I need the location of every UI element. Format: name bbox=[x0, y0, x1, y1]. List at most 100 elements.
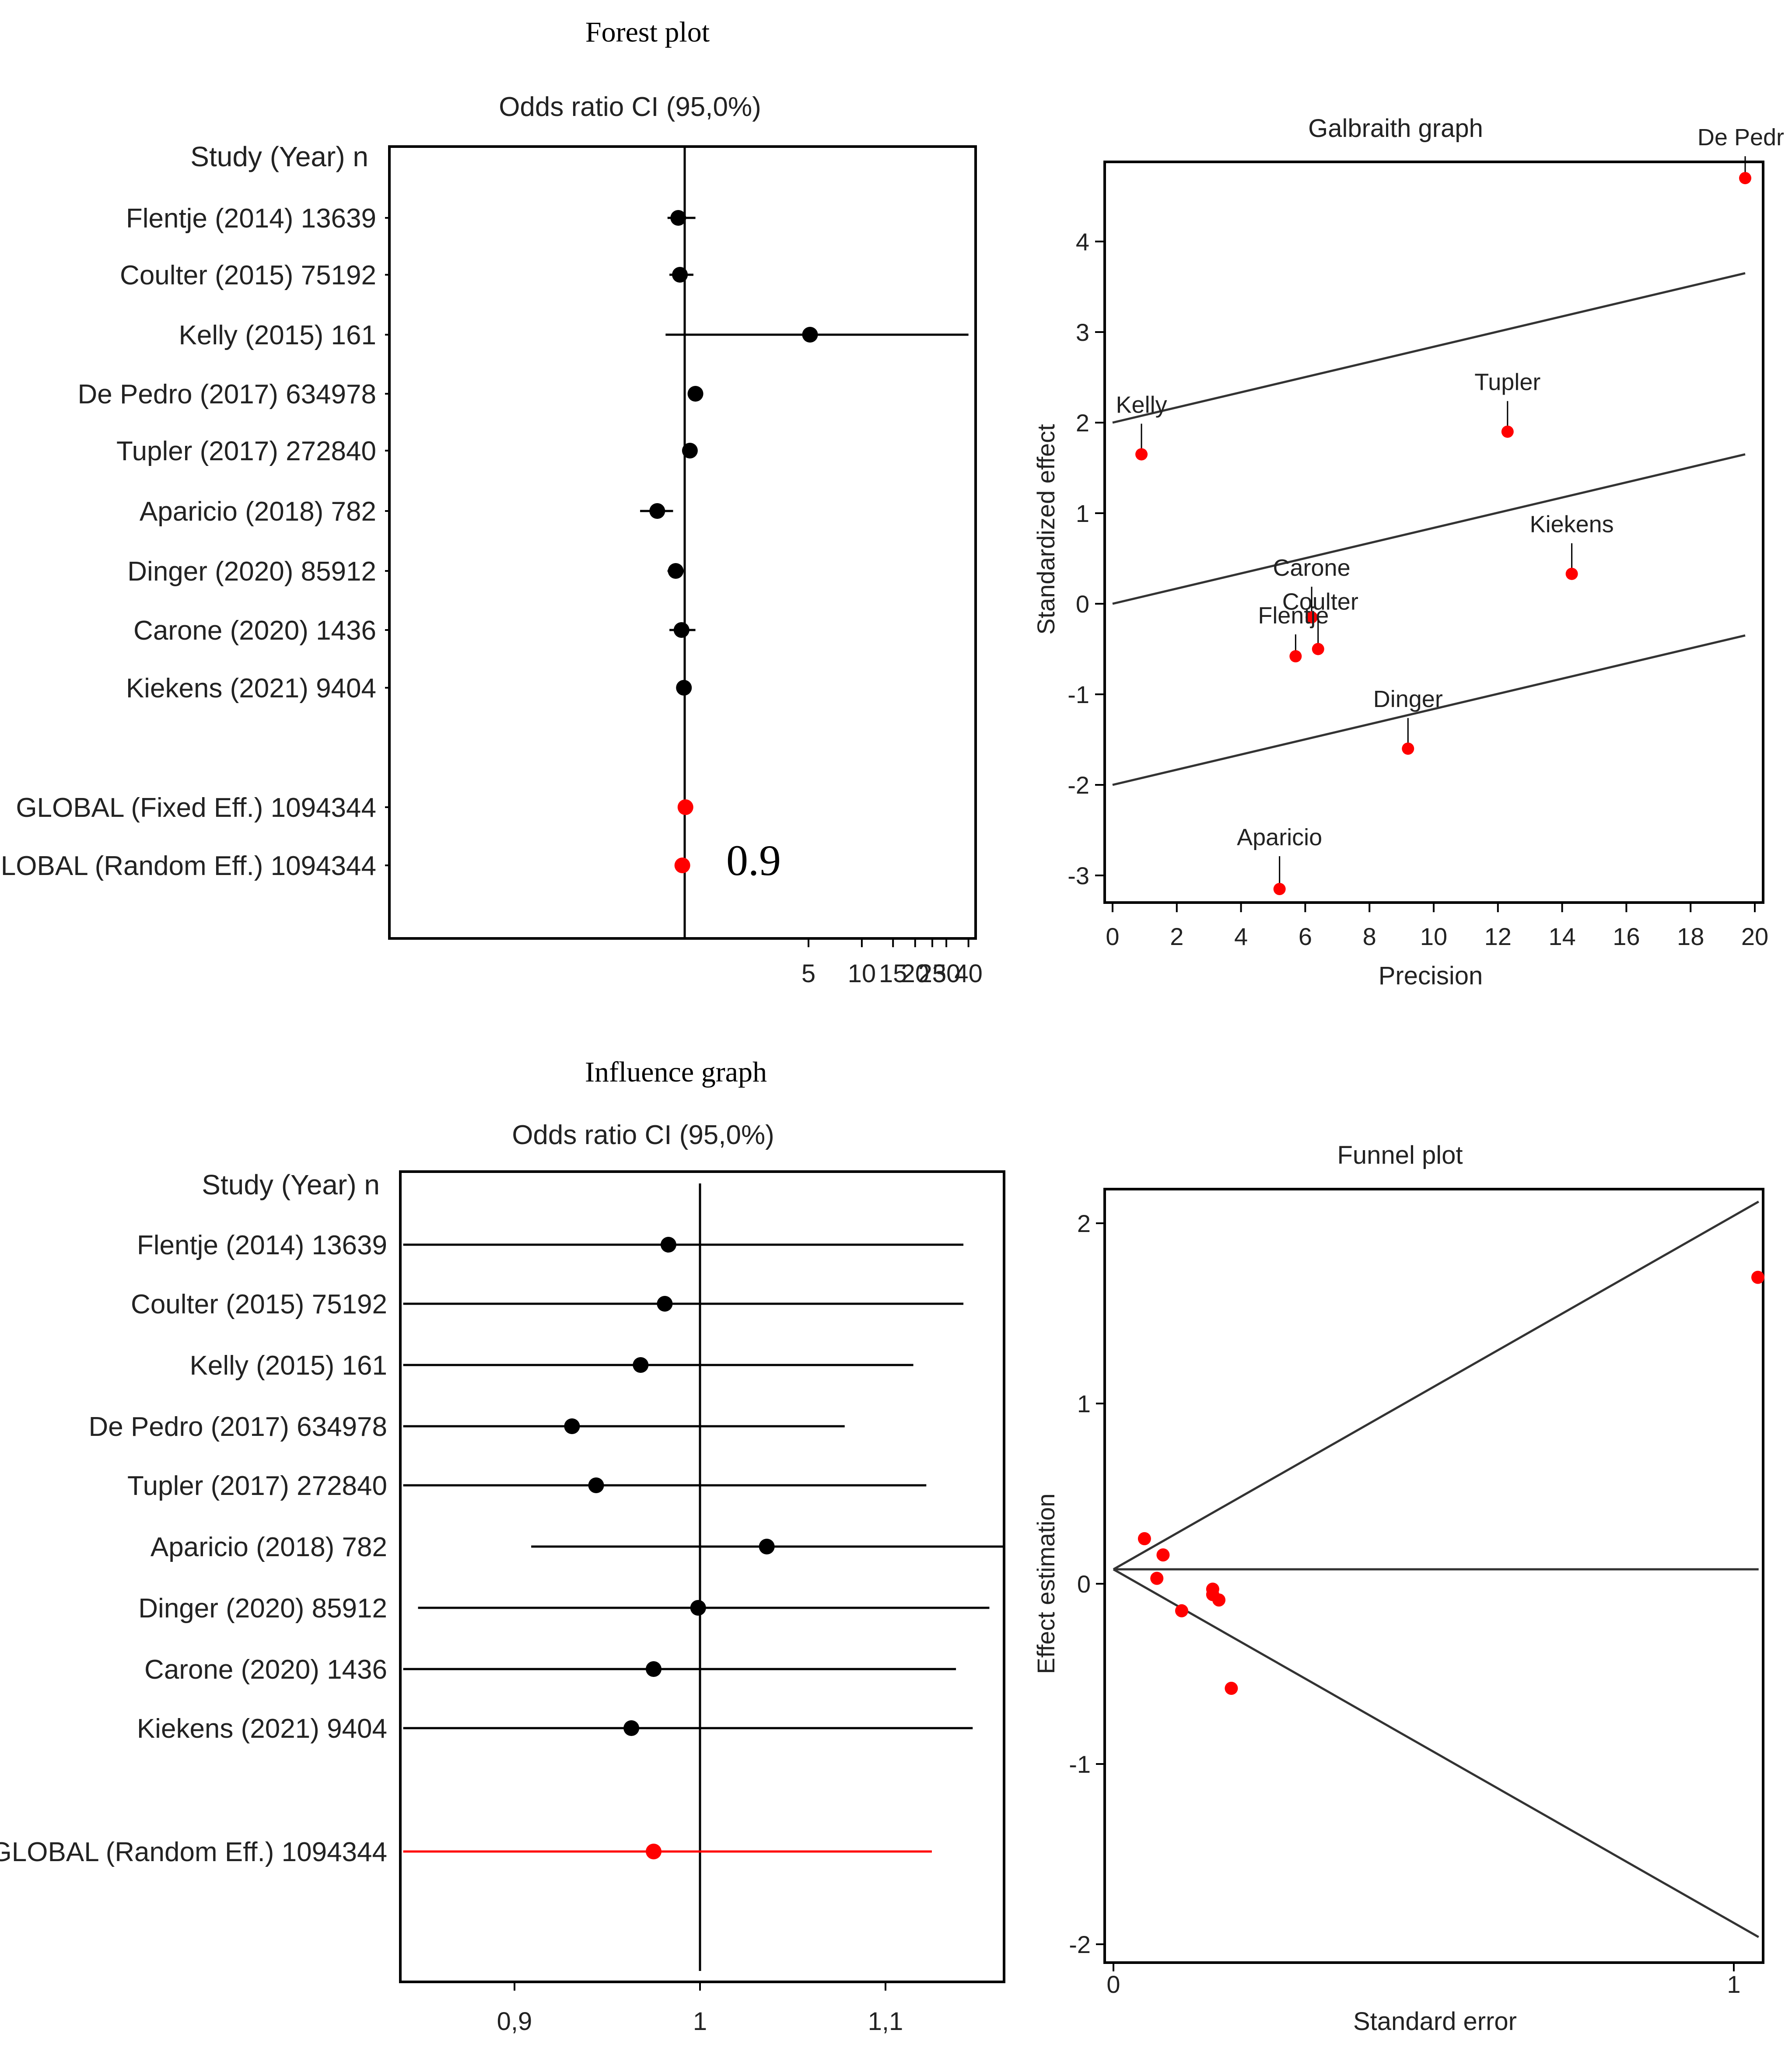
forest-point-marker bbox=[672, 267, 688, 283]
influence-study-label: Dinger (2020) 85912 bbox=[138, 1593, 387, 1624]
forest-plot-panel: Forest plot Odds ratio CI (95,0%) Study … bbox=[0, 16, 983, 988]
galbraith-x-label: Precision bbox=[1379, 962, 1483, 990]
galbraith-y-tick-label: 1 bbox=[1076, 500, 1089, 527]
influence-frame bbox=[399, 1170, 1005, 1983]
galbraith-point-label: Tupler bbox=[1474, 369, 1540, 396]
galbraith-x-tick-label: 10 bbox=[1420, 923, 1447, 950]
influence-study-label: Kelly (2015) 161 bbox=[190, 1351, 388, 1381]
influence-study-label: Carone (2020) 1436 bbox=[144, 1655, 387, 1685]
forest-study-label: GLOBAL (Fixed Eff.) 1094344 bbox=[16, 793, 376, 823]
galbraith-band-line bbox=[1112, 634, 1746, 786]
influence-point-marker bbox=[657, 1296, 673, 1312]
funnel-point bbox=[1751, 1270, 1764, 1284]
influence-point-marker bbox=[633, 1357, 649, 1373]
forest-study-label: GLOBAL (Random Eff.) 1094344 bbox=[0, 851, 376, 881]
galbraith-x-tick-label: 2 bbox=[1170, 923, 1183, 950]
galbraith-x-tick-label: 4 bbox=[1234, 923, 1248, 950]
influence-x-tick-label: 1 bbox=[693, 2007, 707, 2036]
influence-point-marker bbox=[690, 1600, 706, 1616]
funnel-boundary-line bbox=[1113, 1568, 1759, 1938]
influence-study-label: Coulter (2015) 75192 bbox=[131, 1289, 387, 1320]
forest-x-tick-label: 15 bbox=[879, 959, 907, 988]
funnel-y-tick-label: -1 bbox=[1069, 1750, 1091, 1778]
galbraith-point-label: Carone bbox=[1273, 555, 1351, 581]
galbraith-y-tick-label: -1 bbox=[1068, 681, 1089, 708]
influence-point-marker bbox=[660, 1237, 676, 1253]
funnel-y-tick-label: -2 bbox=[1069, 1931, 1091, 1958]
forest-study-label: Kelly (2015) 161 bbox=[179, 320, 377, 350]
influence-panel: Influence graph Odds ratio CI (95,0%) St… bbox=[0, 1056, 1005, 2036]
forest-plot-title: Forest plot bbox=[585, 16, 710, 48]
galbraith-point bbox=[1273, 883, 1286, 896]
forest-study-label: Tupler (2017) 272840 bbox=[116, 436, 376, 466]
influence-point-marker bbox=[759, 1539, 775, 1554]
galbraith-point-label: Aparicio bbox=[1237, 824, 1322, 850]
funnel-point bbox=[1225, 1681, 1238, 1695]
funnel-point bbox=[1150, 1572, 1164, 1585]
forest-x-tick-label: 40 bbox=[954, 959, 983, 988]
galbraith-point-label: Dinger bbox=[1373, 686, 1443, 712]
forest-point-marker bbox=[673, 622, 690, 638]
galbraith-y-tick-label: 4 bbox=[1076, 228, 1089, 256]
forest-point-marker bbox=[676, 680, 692, 696]
galbraith-point-label: Coulter bbox=[1282, 589, 1358, 615]
funnel-y-tick-label: 2 bbox=[1077, 1210, 1091, 1237]
galbraith-x-tick-label: 0 bbox=[1106, 923, 1119, 950]
funnel-boundary-line bbox=[1113, 1200, 1759, 1571]
forest-study-label: De Pedro (2017) 634978 bbox=[78, 379, 376, 410]
galbraith-title: Galbraith graph bbox=[1308, 114, 1483, 143]
forest-point-marker bbox=[682, 443, 698, 458]
galbraith-x-tick-label: 8 bbox=[1363, 923, 1376, 950]
funnel-x-label: Standard error bbox=[1353, 2007, 1517, 2036]
galbraith-panel: Galbraith graph Precision Standardized e… bbox=[1032, 114, 1784, 990]
funnel-frame bbox=[1103, 1188, 1764, 1964]
funnel-x-tick-label: 1 bbox=[1727, 1970, 1740, 1998]
forest-x-tick-label: 5 bbox=[802, 959, 816, 988]
galbraith-point-label: Kelly bbox=[1116, 392, 1167, 418]
influence-study-label: Tupler (2017) 272840 bbox=[127, 1471, 387, 1501]
galbraith-band-line bbox=[1112, 453, 1746, 605]
funnel-y-tick-label: 1 bbox=[1077, 1390, 1091, 1418]
influence-point-marker bbox=[623, 1720, 640, 1736]
forest-x-tick-label: 20 bbox=[901, 959, 930, 988]
influence-x-axis: 0,9 1 1,1 bbox=[497, 1982, 903, 2036]
forest-point-marker bbox=[677, 799, 693, 815]
forest-study-label: Kiekens (2021) 9404 bbox=[126, 673, 376, 704]
influence-point-marker bbox=[646, 1661, 662, 1677]
forest-point-marker bbox=[670, 210, 686, 226]
influence-study-label: De Pedro (2017) 634978 bbox=[89, 1412, 387, 1442]
forest-plot-frame bbox=[388, 145, 977, 940]
galbraith-frame bbox=[1103, 161, 1764, 904]
funnel-y-label: Effect estimation bbox=[1032, 1494, 1060, 1674]
galbraith-x-tick-label: 20 bbox=[1741, 923, 1768, 950]
forest-x-tick-label: 10 bbox=[848, 959, 876, 988]
forest-x-tick-label: 25 bbox=[918, 959, 947, 988]
galbraith-point-label: Kiekens bbox=[1530, 511, 1614, 538]
influence-point-marker bbox=[588, 1477, 604, 1493]
galbraith-point bbox=[1135, 448, 1148, 461]
funnel-content: 0 1 2 1 0 -1 -2 bbox=[1069, 1200, 1764, 1998]
funnel-point bbox=[1156, 1548, 1170, 1562]
influence-study-label: Kiekens (2021) 9404 bbox=[137, 1714, 387, 1744]
galbraith-y-label: Standardized effect bbox=[1032, 424, 1060, 635]
funnel-y-tick-label: 0 bbox=[1077, 1570, 1091, 1598]
galbraith-x-tick-label: 18 bbox=[1677, 923, 1704, 950]
forest-study-label: Coulter (2015) 75192 bbox=[120, 260, 376, 290]
forest-point-marker bbox=[687, 386, 704, 402]
influence-x-tick-label: 0,9 bbox=[497, 2007, 532, 2036]
forest-rows: Flentje (2014) 13639 Coulter (2015) 75192… bbox=[0, 147, 969, 938]
funnel-title: Funnel plot bbox=[1337, 1141, 1463, 1169]
galbraith-point bbox=[1402, 742, 1414, 755]
forest-point-marker bbox=[674, 858, 690, 873]
forest-plot-subtitle: Odds ratio CI (95,0%) bbox=[499, 92, 761, 122]
galbraith-band-line bbox=[1112, 272, 1746, 424]
funnel-x-tick-label: 0 bbox=[1106, 1970, 1120, 1998]
funnel-panel: Funnel plot Standard error Effect estima… bbox=[1032, 1141, 1764, 2036]
galbraith-y-tick-label: 0 bbox=[1076, 590, 1089, 618]
galbraith-point-label: De Pedr bbox=[1698, 124, 1784, 150]
influence-study-label: Aparicio (2018) 782 bbox=[150, 1532, 387, 1562]
galbraith-point bbox=[1312, 643, 1324, 655]
funnel-point bbox=[1138, 1532, 1151, 1545]
forest-study-label: Dinger (2020) 85912 bbox=[127, 556, 376, 587]
